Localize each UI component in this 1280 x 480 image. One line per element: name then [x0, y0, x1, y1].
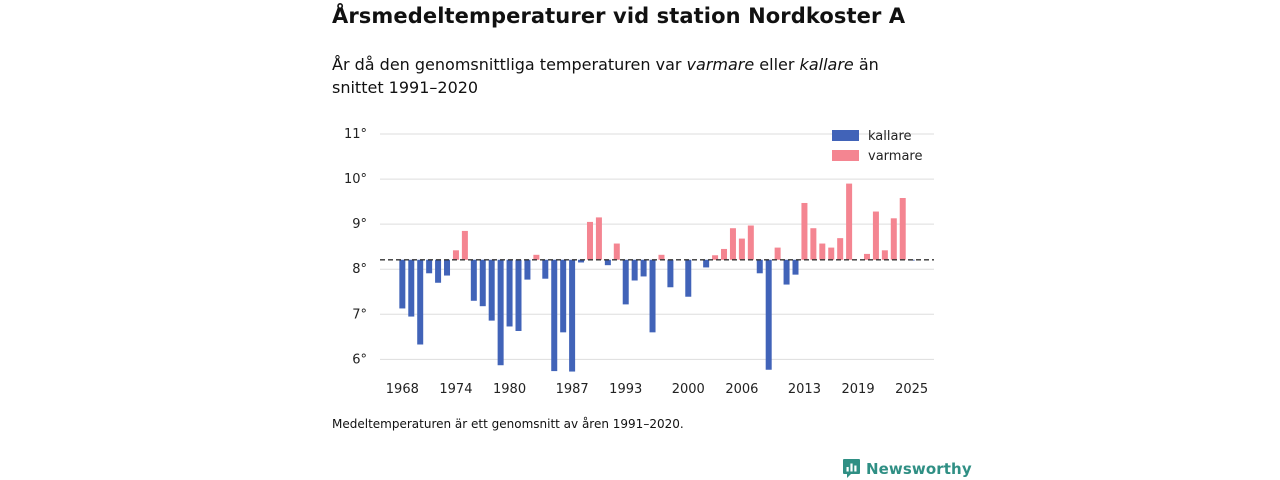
bar-varmare [899, 198, 906, 260]
bar-varmare [890, 218, 897, 260]
bar-varmare [452, 250, 459, 260]
x-tick-label: 2019 [842, 382, 875, 397]
bar-varmare [613, 243, 620, 260]
brand-name: Newsworthy [866, 459, 972, 478]
bar-kallare [604, 259, 611, 266]
bar-varmare [712, 255, 719, 260]
bar-varmare [533, 254, 540, 260]
x-tick-label: 1987 [556, 382, 589, 397]
bar-varmare [810, 228, 817, 260]
bar-kallare [640, 259, 647, 277]
footnote: Medeltemperaturen är ett genomsnitt av å… [332, 417, 684, 431]
bar-kallare [649, 259, 656, 333]
bar-kallare [435, 259, 442, 283]
x-tick-label: 2013 [788, 382, 821, 397]
bar-kallare [560, 259, 567, 333]
bar-varmare [819, 243, 826, 260]
bar-varmare [828, 247, 835, 260]
bar-kallare [756, 259, 763, 274]
bar-kallare [792, 259, 799, 275]
newsworthy-brand[interactable]: Newsworthy [842, 458, 972, 479]
bar-kallare [551, 259, 558, 372]
bar-kallare [470, 259, 477, 301]
y-tick-label: 7° [352, 307, 367, 322]
newsworthy-logo-icon [843, 459, 860, 478]
y-tick-label: 6° [352, 352, 367, 367]
y-tick-label: 10° [344, 172, 367, 187]
bar-kallare [569, 259, 576, 372]
bar-kallare [765, 259, 772, 370]
x-tick-label: 1968 [386, 382, 419, 397]
legend-swatch-kallare [832, 130, 859, 141]
chart-subtitle: År då den genomsnittliga temperaturen va… [332, 53, 932, 99]
bar-varmare [738, 238, 745, 260]
x-tick-label: 1993 [609, 382, 642, 397]
bar-kallare [506, 259, 513, 327]
bar-kallare [542, 259, 549, 279]
bar-kallare [479, 259, 486, 307]
bar-kallare [426, 259, 433, 274]
bar-varmare [881, 250, 888, 260]
bar-kallare [667, 259, 674, 288]
bar-varmare [461, 230, 468, 260]
y-tick-label: 9° [352, 217, 367, 232]
bar-varmare [774, 247, 781, 260]
bar-kallare [399, 259, 406, 309]
bar-kallare [783, 259, 790, 285]
bar-varmare [863, 253, 870, 260]
subtitle-warm-word: varmare [686, 55, 755, 74]
bar-kallare [417, 259, 424, 345]
bar-varmare [837, 238, 844, 260]
bar-varmare [872, 211, 879, 260]
bar-kallare [444, 259, 451, 276]
bar-kallare [685, 259, 692, 297]
bar-kallare [408, 259, 415, 317]
bar-varmare [586, 221, 593, 260]
legend-label-varmare: varmare [868, 149, 922, 164]
bar-kallare [488, 259, 495, 321]
x-tick-label: 2000 [672, 382, 705, 397]
bar-kallare [703, 259, 710, 268]
bar-varmare [747, 225, 754, 260]
bar-kallare [524, 259, 531, 280]
bar-kallare [631, 259, 638, 281]
bar-kallare [622, 259, 629, 305]
legend-swatch-varmare [832, 150, 859, 161]
bar-varmare [721, 248, 728, 260]
bar-varmare [729, 228, 736, 260]
y-tick-label: 11° [344, 127, 367, 142]
bar-kallare [515, 259, 522, 331]
legend-label-kallare: kallare [868, 129, 912, 144]
y-tick-label: 8° [352, 262, 367, 277]
subtitle-text-1: År då den genomsnittliga temperaturen va… [332, 55, 687, 74]
bar-varmare [846, 183, 853, 260]
bar-varmare [595, 217, 602, 260]
x-tick-label: 1980 [493, 382, 526, 397]
x-tick-label: 2006 [725, 382, 758, 397]
subtitle-cold-word: kallare [799, 55, 854, 74]
x-tick-label: 1974 [439, 382, 472, 397]
chart-title: Årsmedeltemperaturer vid station Nordkos… [332, 4, 906, 28]
bar-kallare [578, 259, 585, 263]
subtitle-text-3: än snittet 1991–2020 [332, 55, 879, 97]
x-tick-label: 2025 [895, 382, 928, 397]
bar-varmare [801, 202, 808, 260]
bar-kallare [497, 259, 504, 366]
subtitle-text-2: eller [754, 55, 800, 74]
bar-varmare [658, 254, 665, 260]
bar-chart: 6° 7° 8° 9° 10° 11° 1968 1974 1980 1987 1993 2000 20… [344, 127, 934, 397]
